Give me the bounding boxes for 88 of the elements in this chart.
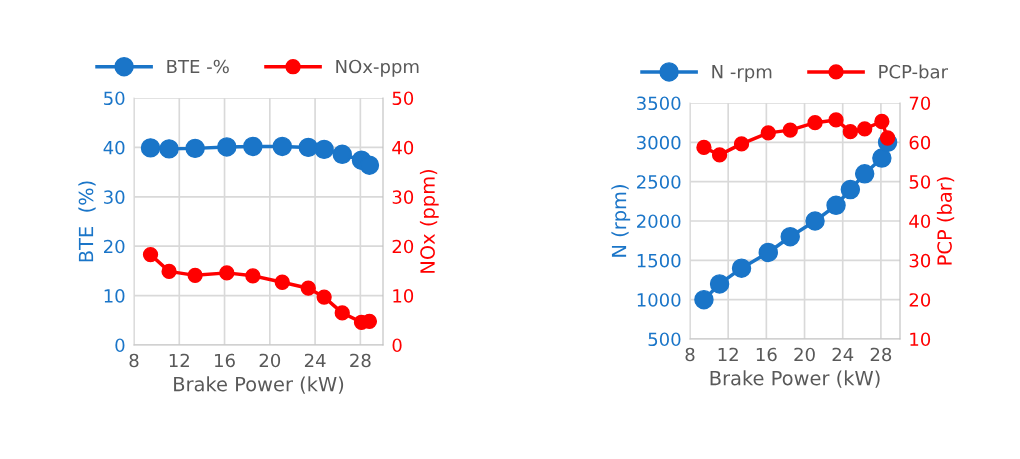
y2-tick-label: 10 [393, 289, 414, 303]
y2-tick-label: 60 [909, 135, 931, 150]
y2-axis-title: NOx (ppm) [419, 170, 439, 273]
point [709, 274, 730, 294]
point [807, 115, 823, 131]
point [298, 137, 319, 158]
point [359, 155, 380, 175]
point [161, 263, 177, 280]
point [187, 267, 203, 283]
x-tick-label: 20 [259, 353, 281, 368]
x-axis-title: Brake Power (kW) [174, 376, 344, 394]
x-tick-label: 20 [794, 347, 815, 362]
x-tick-label: 28 [350, 353, 371, 368]
y2-tick-label: 20 [392, 239, 414, 254]
x-tick-label: 12 [169, 353, 189, 368]
y-tick-label: 500 [648, 332, 681, 347]
point [711, 147, 728, 163]
point [334, 305, 350, 321]
y-tick-label: 3000 [637, 135, 681, 150]
y2-tick-label: 10 [910, 332, 931, 347]
x-tick-label: 24 [304, 353, 326, 368]
point [733, 136, 750, 152]
legend-label: NOx-ppm [336, 59, 419, 77]
point [243, 136, 263, 157]
x-tick-label: 8 [129, 353, 139, 368]
y-tick-label: 1000 [637, 293, 681, 307]
point [219, 265, 235, 281]
point [879, 130, 896, 146]
point [782, 122, 798, 138]
y2-tick-label: 40 [909, 214, 931, 229]
x-tick-label: 16 [215, 353, 235, 368]
x-tick-label: 24 [832, 347, 854, 362]
point [332, 144, 352, 165]
y-tick-label: 10 [104, 289, 125, 303]
y-tick-label: 3500 [637, 96, 681, 111]
point [854, 164, 875, 184]
point [826, 195, 846, 215]
legend-label: PCP-bar [879, 64, 948, 79]
point [245, 268, 261, 284]
y2-tick-label: 70 [909, 96, 931, 111]
x-tick-label: 28 [870, 347, 892, 362]
legend-label: N -rpm [712, 65, 772, 83]
x-tick-label: 8 [685, 347, 695, 362]
point [140, 138, 161, 158]
point [731, 258, 752, 278]
y2-tick-label: 50 [909, 175, 931, 189]
point [840, 179, 861, 200]
x-axis-title: Brake Power (kW) [710, 370, 880, 388]
point [316, 289, 332, 305]
y2-tick-label: 0 [392, 338, 402, 353]
y-axis-title: BTE (%) [78, 181, 96, 262]
y-axis-title: N (rpm) [611, 185, 631, 257]
point [159, 139, 179, 159]
point [842, 124, 859, 140]
point [874, 113, 890, 130]
y-tick-label: 0 [115, 338, 125, 353]
point [694, 289, 714, 310]
point [760, 125, 776, 141]
point [300, 280, 316, 296]
y-tick-label: 50 [104, 91, 125, 106]
y2-tick-label: 40 [392, 140, 414, 155]
y2-axis-title: PCP (bar) [936, 177, 955, 265]
point [217, 137, 237, 157]
point [185, 138, 205, 159]
y-tick-label: 2000 [637, 214, 681, 229]
point [274, 274, 290, 290]
y-tick-label: 30 [104, 190, 125, 204]
point [142, 246, 159, 263]
point [272, 136, 292, 157]
point [780, 227, 800, 247]
y-tick-label: 2500 [637, 175, 681, 189]
y2-tick-label: 20 [909, 293, 931, 307]
point [314, 139, 334, 160]
x-tick-label: 16 [756, 347, 777, 362]
y2-tick-label: 30 [392, 190, 414, 204]
point [857, 121, 873, 137]
point [696, 139, 712, 156]
point [828, 112, 844, 128]
y-tick-label: 1500 [637, 253, 681, 268]
y2-tick-label: 50 [392, 91, 414, 106]
point [805, 211, 825, 231]
y-tick-label: 40 [103, 140, 125, 155]
point [872, 148, 892, 168]
legend-label: BTE -% [167, 59, 229, 74]
point [758, 242, 778, 263]
y2-tick-label: 30 [909, 253, 931, 268]
x-tick-label: 12 [718, 347, 738, 362]
y-tick-label: 20 [104, 239, 125, 254]
